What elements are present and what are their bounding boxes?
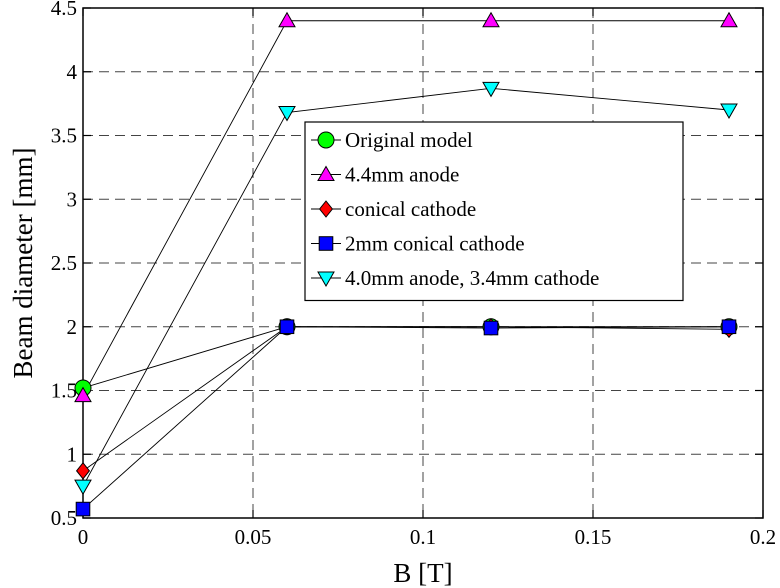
legend-box: [304, 121, 684, 302]
legend: Original model 4.4mm anode conical cathode…: [304, 121, 684, 302]
data-point: [279, 319, 295, 335]
data-point: [482, 11, 500, 28]
series-line: [82, 20, 729, 396]
series-lines: [82, 20, 730, 510]
axis-ticks: 0 0.05 0.1 0.15 0.2 0.5 1 1.5 2 2.5 3 3.5 4 4.5: [51, 0, 776, 549]
x-tick-label: 0.1: [410, 525, 436, 549]
x-tick-label: 0.05: [235, 525, 272, 549]
series-line: [82, 326, 730, 472]
y-tick-label: 3: [67, 187, 78, 211]
y-tick-label: 1.5: [51, 379, 77, 403]
legend-marker: [317, 165, 335, 181]
legend-marker: [318, 236, 334, 251]
legend-label: 4.0mm anode, 3.4mm cathode: [345, 266, 599, 290]
data-point: [720, 11, 738, 28]
series-line: [82, 326, 729, 389]
data-point: [720, 103, 738, 120]
data-point: [75, 501, 91, 517]
data-point: [74, 386, 92, 403]
x-axis-title: B [T]: [393, 558, 452, 588]
y-tick-label: 4.5: [51, 0, 77, 20]
x-tick-label: 0.2: [750, 525, 776, 549]
data-point: [278, 11, 296, 28]
data-point: [278, 106, 296, 122]
legend-marker: [317, 271, 335, 288]
legend-label: Original model: [345, 128, 473, 152]
legend-label: 4.4mm anode: [345, 163, 459, 187]
series-line: [82, 87, 730, 487]
series-line: [82, 326, 730, 510]
y-axis-title: Beam diameter [mm]: [8, 148, 38, 379]
y-tick-label: 2.5: [51, 251, 77, 275]
series-markers: [74, 11, 738, 517]
x-tick-label: 0.15: [575, 525, 612, 549]
legend-marker: [317, 131, 335, 149]
data-point: [75, 462, 91, 480]
y-tick-label: 4: [67, 60, 78, 84]
y-tick-label: 2: [67, 315, 78, 339]
y-tick-label: 0.5: [51, 506, 77, 530]
legend-marker: [318, 200, 334, 218]
y-tick-label: 1: [67, 442, 78, 466]
y-tick-label: 3.5: [51, 124, 77, 148]
legend-label: conical cathode: [345, 197, 476, 221]
data-point: [74, 479, 92, 496]
legend-label: 2mm conical cathode: [345, 232, 525, 256]
x-tick-label: 0: [78, 525, 89, 549]
data-point: [721, 319, 737, 335]
data-point: [482, 81, 500, 98]
data-point: [483, 320, 499, 336]
